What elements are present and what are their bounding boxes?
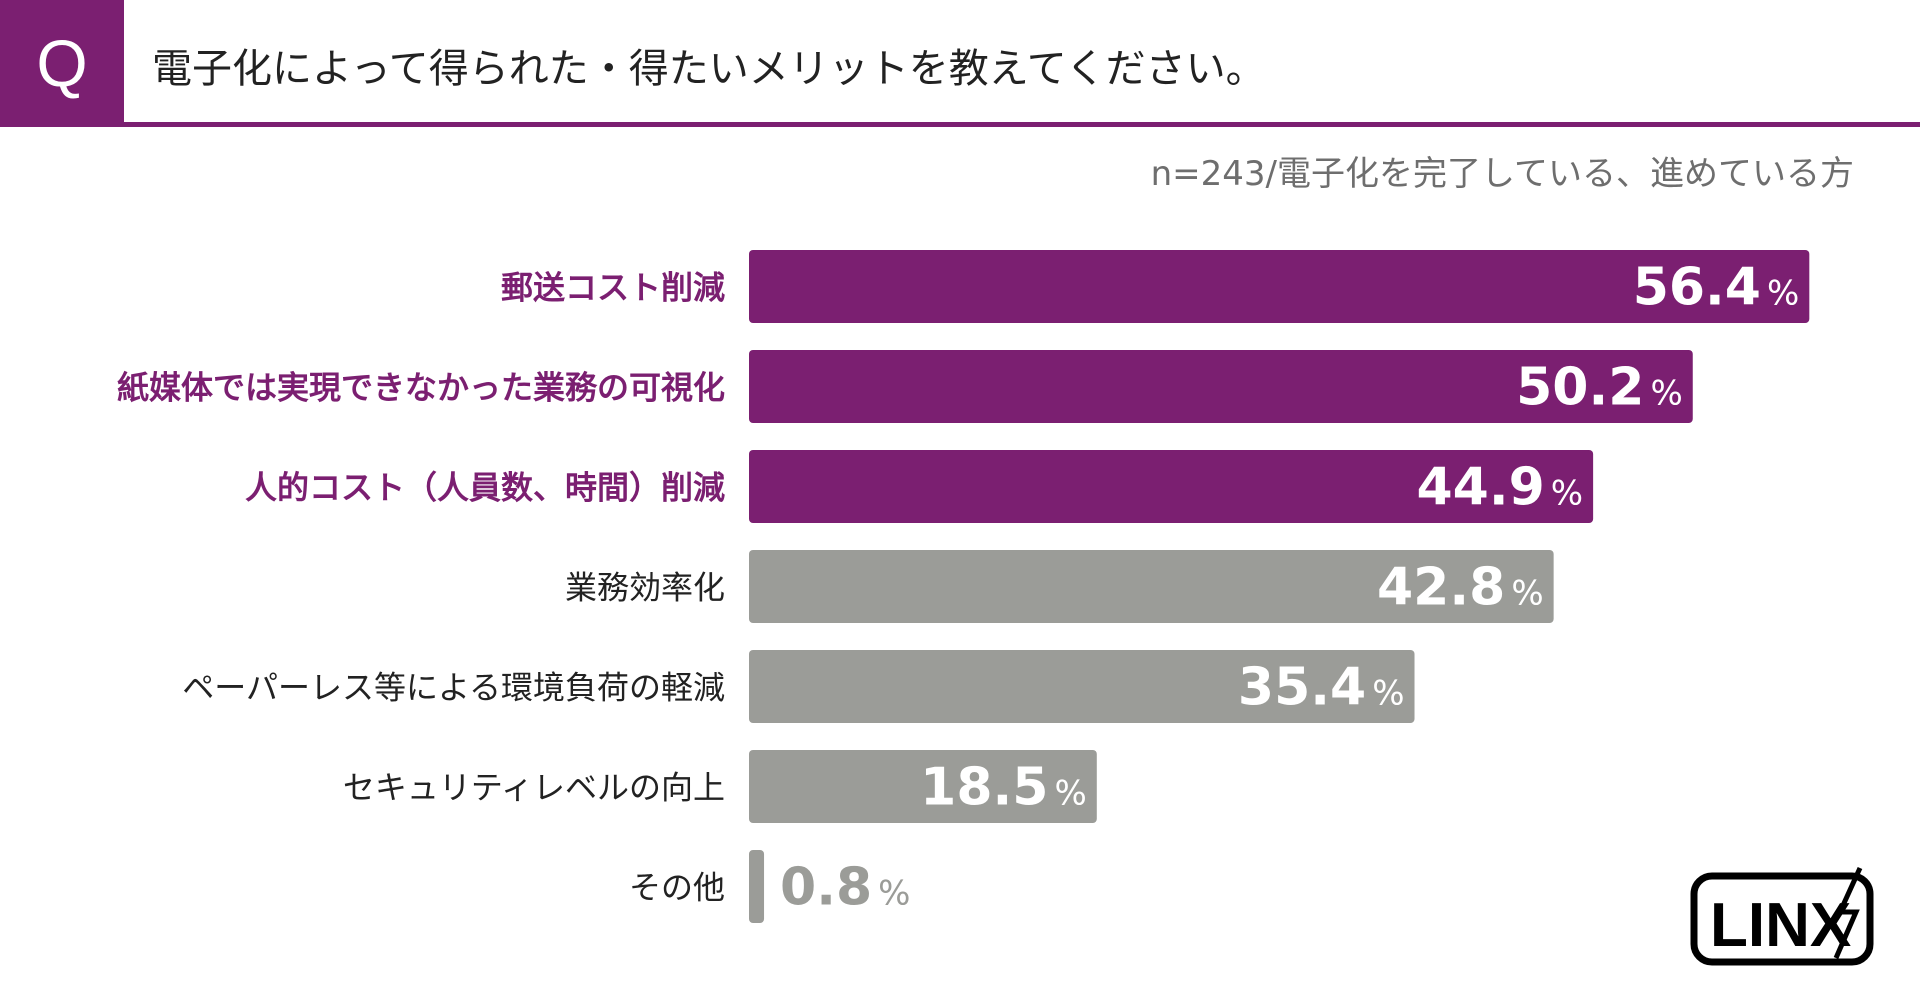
- bar: [749, 350, 1693, 423]
- question-text: 電子化によって得られた・得たいメリットを教えてください。: [152, 46, 1266, 92]
- sample-note: n=243/電子化を完了している、進めている方: [1150, 154, 1854, 194]
- value-label: 56.4%: [1633, 258, 1800, 318]
- value-label: 44.9%: [1416, 458, 1583, 518]
- value-label: 50.2%: [1516, 358, 1683, 418]
- bar: [749, 450, 1594, 523]
- category-label: 人的コスト（人員数、時間）削減: [245, 469, 725, 507]
- category-label: 紙媒体では実現できなかった業務の可視化: [117, 369, 725, 407]
- category-label: ペーパーレス等による環境負荷の軽減: [182, 669, 725, 707]
- header-divider: [0, 122, 1920, 127]
- category-label: セキュリティレベルの向上: [343, 769, 725, 807]
- linx-logo: LINX: [1690, 866, 1874, 966]
- question-badge: Q: [0, 0, 124, 126]
- logo-text: LINX: [1710, 891, 1851, 960]
- bar: [749, 550, 1554, 623]
- bar: [749, 250, 1810, 323]
- value-label: 35.4%: [1238, 658, 1405, 718]
- bar: [749, 650, 1415, 723]
- category-label: 業務効率化: [565, 569, 725, 607]
- value-label: 42.8%: [1377, 558, 1544, 618]
- value-label: 0.8%: [780, 858, 910, 918]
- bar: [749, 750, 1097, 823]
- bar: [749, 850, 765, 923]
- category-label: その他: [629, 869, 725, 907]
- category-label: 郵送コスト削減: [501, 269, 725, 307]
- value-label: 18.5%: [920, 758, 1087, 818]
